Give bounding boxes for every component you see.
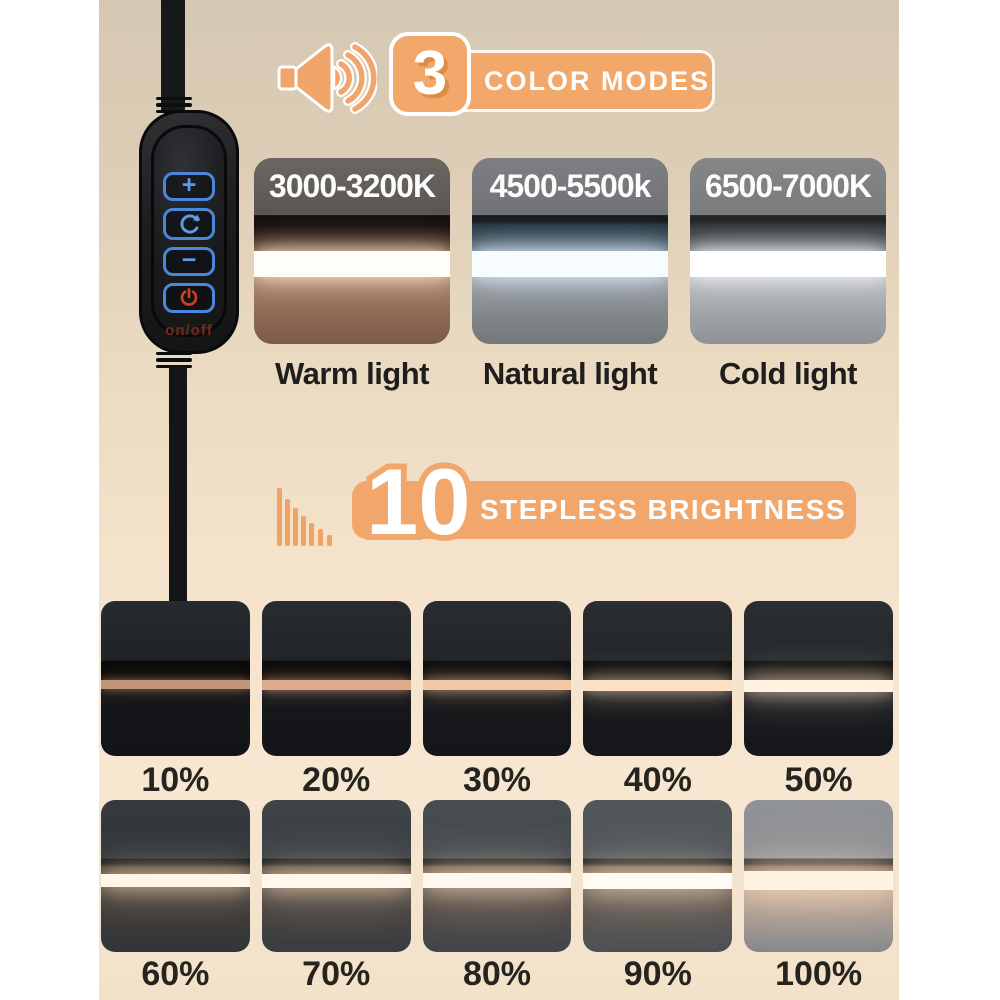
stepless-brightness-banner: 10 10 STEPLESS BRIGHTNESS [352, 449, 856, 555]
brightness-label-50: 50% [784, 761, 853, 799]
stepless-brightness-label: STEPLESS BRIGHTNESS [479, 494, 847, 525]
brightness-label-60: 60% [141, 955, 210, 993]
remote-cable-bottom [169, 366, 187, 608]
brightness-count: 10 [366, 449, 471, 554]
light-strip-cold [690, 251, 886, 277]
brightness-samples-row-1 [101, 601, 893, 756]
light-strip [583, 872, 733, 889]
brightness-label-100: 100% [775, 955, 863, 993]
plus-icon: + [181, 171, 197, 199]
color-mode-samples: 3000-3200K 4500-5500k 6500-7000K [254, 158, 886, 344]
light-strip [101, 874, 250, 888]
cold-light-label: Cold light [719, 356, 857, 391]
infographic-canvas: COLOR MODES 3 + − [99, 0, 899, 1000]
power-button [163, 283, 215, 313]
brightness-sample-50 [744, 601, 893, 756]
color-modes-banner-label: COLOR MODES [483, 65, 710, 96]
color-mode-count: 3 [412, 39, 448, 108]
power-icon [180, 288, 198, 306]
signal-bars-icon [277, 488, 332, 546]
brightness-label-40: 40% [623, 761, 692, 799]
remote-controller: + − on/off [139, 110, 239, 354]
kelvin-range-bar: 4500-5500k [472, 158, 668, 215]
brightness-sample-80 [422, 800, 572, 952]
color-mode-cycle-button [163, 208, 215, 240]
minus-icon: − [181, 246, 197, 274]
megaphone-icon [277, 42, 377, 114]
brightness-sample-40 [583, 601, 733, 756]
brightness-sample-20 [261, 601, 411, 756]
warm-light-label: Warm light [274, 356, 430, 391]
brightness-label-90: 90% [623, 955, 692, 993]
color-sample-warm: 3000-3200K [254, 158, 450, 344]
brightness-label-70: 70% [302, 955, 371, 993]
brightness-sample-30 [422, 601, 572, 756]
light-strip [583, 680, 733, 692]
brightness-label-20: 20% [302, 761, 371, 799]
brightness-sample-100 [744, 800, 893, 952]
brightness-label-10: 10% [141, 761, 210, 799]
light-strip [261, 874, 411, 889]
remote-cable-top [161, 0, 185, 114]
brightness-count-badge: 10 10 [360, 449, 496, 555]
brightness-labels-row-1: 10% 20% 30% 40% 50% [101, 761, 893, 800]
color-sample-cold: 6500-7000K [690, 158, 886, 344]
kelvin-range-bar: 3000-3200K [254, 158, 450, 215]
light-strip [744, 871, 893, 891]
kelvin-range-natural: 4500-5500k [489, 168, 652, 204]
color-sample-natural: 4500-5500k [472, 158, 668, 344]
brightness-sample-70 [261, 800, 411, 952]
brightness-up-button: + [163, 172, 215, 201]
light-strip [422, 680, 572, 691]
light-strip-natural [472, 251, 668, 277]
kelvin-range-cold: 6500-7000K [704, 168, 872, 204]
brightness-count-outline: 10 [360, 449, 477, 555]
remote-button-panel: + − on/off [151, 125, 227, 339]
cycle-icon [180, 214, 201, 234]
brightness-sample-10 [101, 601, 250, 756]
light-strip [261, 680, 411, 691]
kelvin-range-warm: 3000-3200K [268, 168, 436, 204]
kelvin-range-bar: 6500-7000K [690, 158, 886, 215]
brightness-sample-90 [583, 800, 733, 952]
color-mode-labels: Warm light Natural light Cold light [254, 356, 886, 392]
light-strip [101, 680, 250, 690]
brightness-sample-60 [101, 800, 250, 952]
brightness-labels-row-2: 60% 70% 80% 90% 100% [101, 955, 893, 994]
brightness-label-80: 80% [462, 955, 532, 993]
light-strip-warm [254, 251, 450, 277]
brightness-down-button: − [163, 247, 215, 276]
light-strip [744, 680, 893, 693]
brightness-samples-row-2 [101, 800, 893, 952]
brightness-label-30: 30% [462, 761, 532, 799]
color-mode-count-badge: 3 [389, 32, 471, 116]
light-strip [422, 872, 572, 888]
natural-light-label: Natural light [482, 356, 658, 391]
onoff-label: on/off [165, 322, 213, 339]
